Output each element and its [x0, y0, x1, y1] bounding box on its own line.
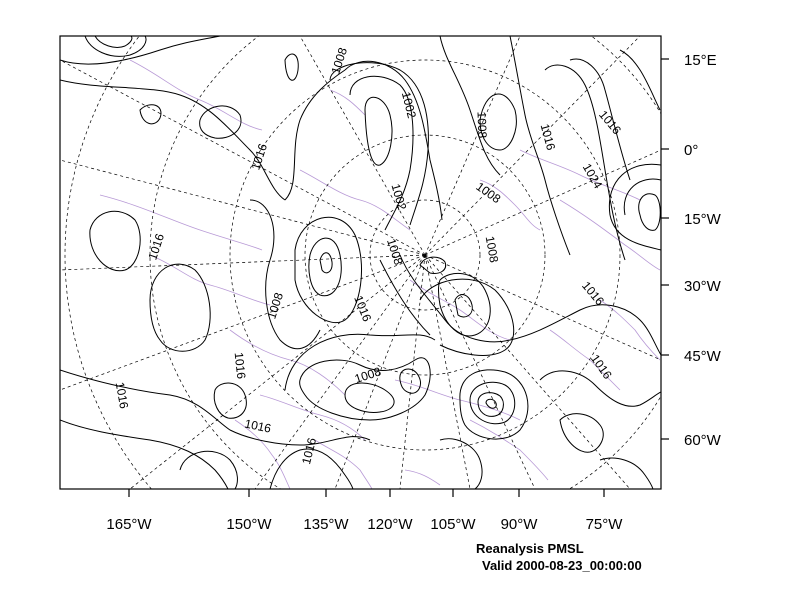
isobars [60, 36, 661, 489]
contour-label: 1016 [243, 416, 272, 435]
x-tick-label: 105°W [430, 516, 476, 533]
contour-labels: 1016 1008 1002 1008 1016 1016 1024 1016 … [113, 46, 624, 466]
contour-label: 1016 [299, 436, 319, 466]
x-tick-label: 90°W [501, 516, 539, 533]
x-tick-label: 165°W [106, 516, 152, 533]
y-tick-label: 60°W [684, 432, 722, 449]
contour-label: 1008 [353, 364, 383, 386]
y-tick-label: 0° [684, 142, 698, 159]
y-tick-label: 15°W [684, 211, 722, 228]
bottom-axis-labels: 165°W 150°W 135°W 120°W 105°W 90°W 75°W [106, 516, 623, 533]
y-tick-label: 30°W [684, 278, 722, 295]
y-tick-label: 45°W [684, 348, 722, 365]
contour-label: 1008 [473, 179, 503, 206]
x-tick-label: 150°W [226, 516, 272, 533]
contour-label: 1024 [580, 161, 606, 191]
caption-valid-time: Valid 2000-08-23_00:00:00 [482, 558, 642, 573]
contour-label: 1008 [328, 46, 350, 76]
x-tick-label: 120°W [367, 516, 413, 533]
caption-title: Reanalysis PMSL [476, 541, 584, 556]
contour-label: 1016 [596, 108, 624, 138]
contour-label: 1016 [232, 352, 249, 380]
x-tick-label: 135°W [303, 516, 349, 533]
contour-label: 1016 [538, 122, 559, 152]
contour-label: 1008 [475, 111, 490, 138]
contour-label: 1008 [264, 291, 286, 321]
contour-label: 1002 [399, 90, 419, 120]
map-frame [59, 35, 669, 497]
contour-label: 1008 [384, 237, 406, 267]
x-tick-label: 75°W [586, 516, 624, 533]
coastlines [99, 59, 661, 489]
y-tick-label: 15°E [684, 52, 717, 69]
contour-label: 1016 [248, 142, 270, 172]
contour-label: 1008 [483, 235, 501, 264]
contour-label: 1016 [113, 381, 131, 410]
right-axis-labels: 15°E 0° 15°W 30°W 45°W 60°W [684, 52, 722, 449]
contour-label: 1016 [351, 293, 374, 323]
contour-label: 1016 [579, 279, 607, 309]
